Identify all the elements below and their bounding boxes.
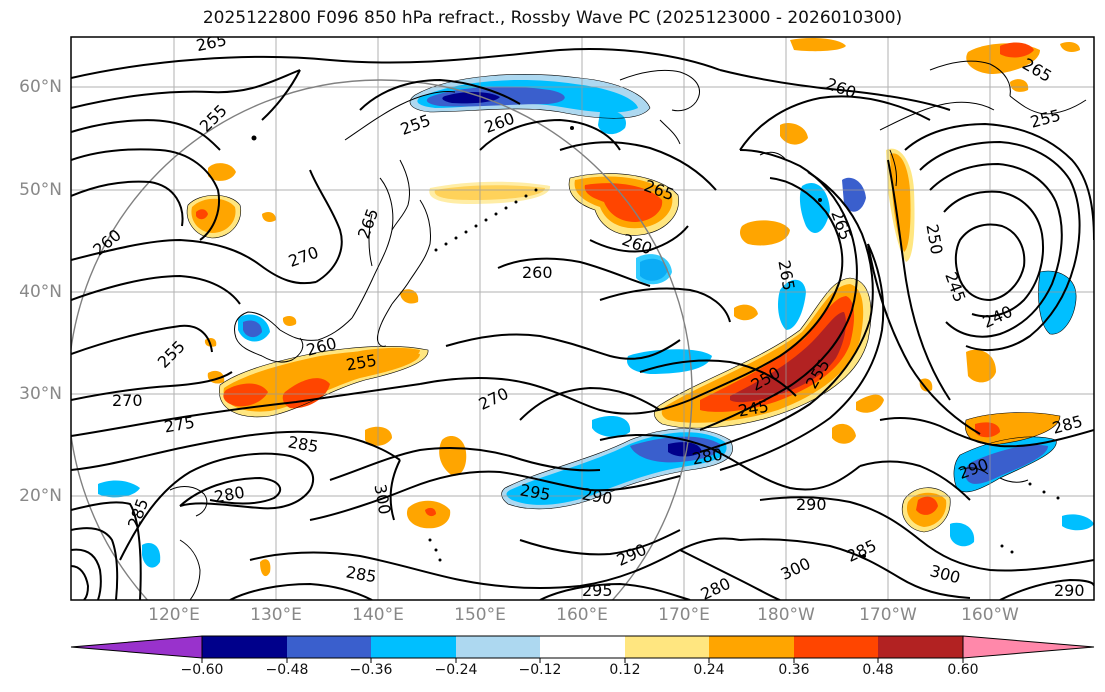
contour-label: 290: [1054, 581, 1085, 600]
shade-red-e3: [975, 422, 1000, 438]
shade-orange-e-top3: [1060, 42, 1080, 52]
colorbar-swatch: [709, 636, 794, 658]
colorbar-tick-label: 0.12: [609, 662, 641, 678]
island-dots: [251, 126, 1060, 562]
shade-orange-e4: [966, 349, 996, 383]
lon-label-160e: 160°E: [556, 605, 608, 625]
shade-orange-japan-sm3: [400, 289, 419, 304]
colorbar-tick-label: 0.60: [947, 662, 979, 678]
shade-orange-e-top2: [790, 38, 846, 52]
colorbar-extend-high: [962, 635, 1095, 659]
shade-skyblue-north2: [598, 110, 626, 135]
lat-label-60: 60°N: [19, 77, 62, 97]
colorbar-swatch: [287, 636, 371, 658]
shade-orange-e8: [1010, 79, 1029, 92]
contour-label: 290: [796, 495, 827, 514]
shade-orange-jet-n2: [780, 122, 808, 145]
shade-orange-e9: [919, 378, 933, 392]
colorbar-swatch: [371, 636, 456, 658]
colorbar-swatch: [625, 636, 709, 658]
colorbar-swatch: [456, 636, 540, 658]
shade-orange-jet-s: [832, 423, 856, 444]
lon-label-130e: 130°E: [250, 605, 302, 625]
shade-orange-s4: [260, 559, 271, 577]
contour-label: 270: [112, 391, 143, 410]
colorbar-extend-low: [70, 635, 203, 659]
contour-label: 295: [582, 581, 613, 600]
colorbar-tick-label: −0.24: [434, 662, 478, 678]
lat-label-50: 50°N: [19, 180, 62, 200]
colorbar-swatch: [794, 636, 878, 658]
shade-red-e5: [916, 496, 938, 515]
plot-frame: [70, 36, 1095, 601]
shade-orange-jet-s2: [856, 394, 884, 413]
shade-skyblue-w20b: [142, 543, 161, 568]
lon-label-170e: 170°E: [658, 605, 710, 625]
colorbar-swatch: [878, 636, 963, 658]
colorbar-tick-label: −0.12: [518, 662, 562, 678]
colorbar-swatch: [540, 636, 625, 658]
shade-skyblue-w20: [98, 480, 140, 498]
colorbar-swatch: [202, 636, 287, 658]
shade-midblue-japan: [243, 320, 262, 338]
contour-label: 260: [522, 263, 553, 282]
colorbar-tick-label: 0.48: [862, 662, 894, 678]
shade-red-s3: [425, 507, 436, 517]
shade-red-japan2: [282, 378, 330, 409]
shade-edges: [186, 74, 1077, 533]
lon-label-120e: 120°E: [148, 605, 200, 625]
shade-orange-japan-sm2: [282, 316, 297, 326]
shade-midblue-e2: [965, 444, 1048, 484]
lon-label-140e: 140°E: [352, 605, 404, 625]
lon-label-170w: 170°W: [859, 605, 917, 625]
shade-orange-s2: [439, 436, 467, 476]
shade-orange-w2: [208, 163, 236, 181]
lon-label-160w: 160°W: [961, 605, 1019, 625]
shade-orange-japan-tail: [343, 347, 420, 366]
shade-orange-jet-n: [740, 220, 790, 246]
lat-label-30: 30°N: [19, 384, 62, 404]
shade-darkblue-sub: [668, 442, 702, 457]
shade-red-center: [584, 183, 663, 222]
lon-label-150e: 150°E: [454, 605, 506, 625]
shade-skyblue-e7: [1062, 514, 1094, 531]
colorbar-tick-label: −0.60: [180, 662, 224, 678]
contour-lines: [71, 48, 1094, 600]
domain-circle: [71, 79, 693, 600]
lon-label-180w: 180°W: [757, 605, 815, 625]
shade-orange-w3: [262, 212, 276, 222]
shade-midblue-jet-n: [842, 177, 866, 212]
colorbar-tick-label: 0.36: [778, 662, 810, 678]
shade-orange-jet: [661, 284, 864, 423]
colorbar-tick-label: 0.24: [693, 662, 725, 678]
figure-title: 2025122800 F096 850 hPa refract., Rossby…: [202, 8, 903, 28]
lat-label-20: 20°N: [19, 486, 62, 506]
colorbar: [70, 635, 1095, 663]
lat-label-40: 40°N: [19, 282, 62, 302]
shade-orange-w1: [191, 198, 236, 233]
shade-red-japan1: [223, 383, 268, 407]
shade-red-e-top: [1000, 42, 1034, 58]
colorbar-tick-label: −0.36: [349, 662, 393, 678]
shade-skyblue-jet-n: [799, 183, 830, 233]
shade-darkblue-north: [442, 91, 500, 104]
shade-red-w1: [196, 209, 208, 220]
shade-skyblue-e6: [950, 522, 975, 547]
shade-yellow-band-50: [429, 181, 551, 204]
shade-orange-s5: [734, 304, 758, 321]
shade-orange-e-band: [890, 153, 911, 252]
shade-skyblue-sub2: [592, 416, 631, 437]
colorbar-tick-label: −0.48: [265, 662, 309, 678]
